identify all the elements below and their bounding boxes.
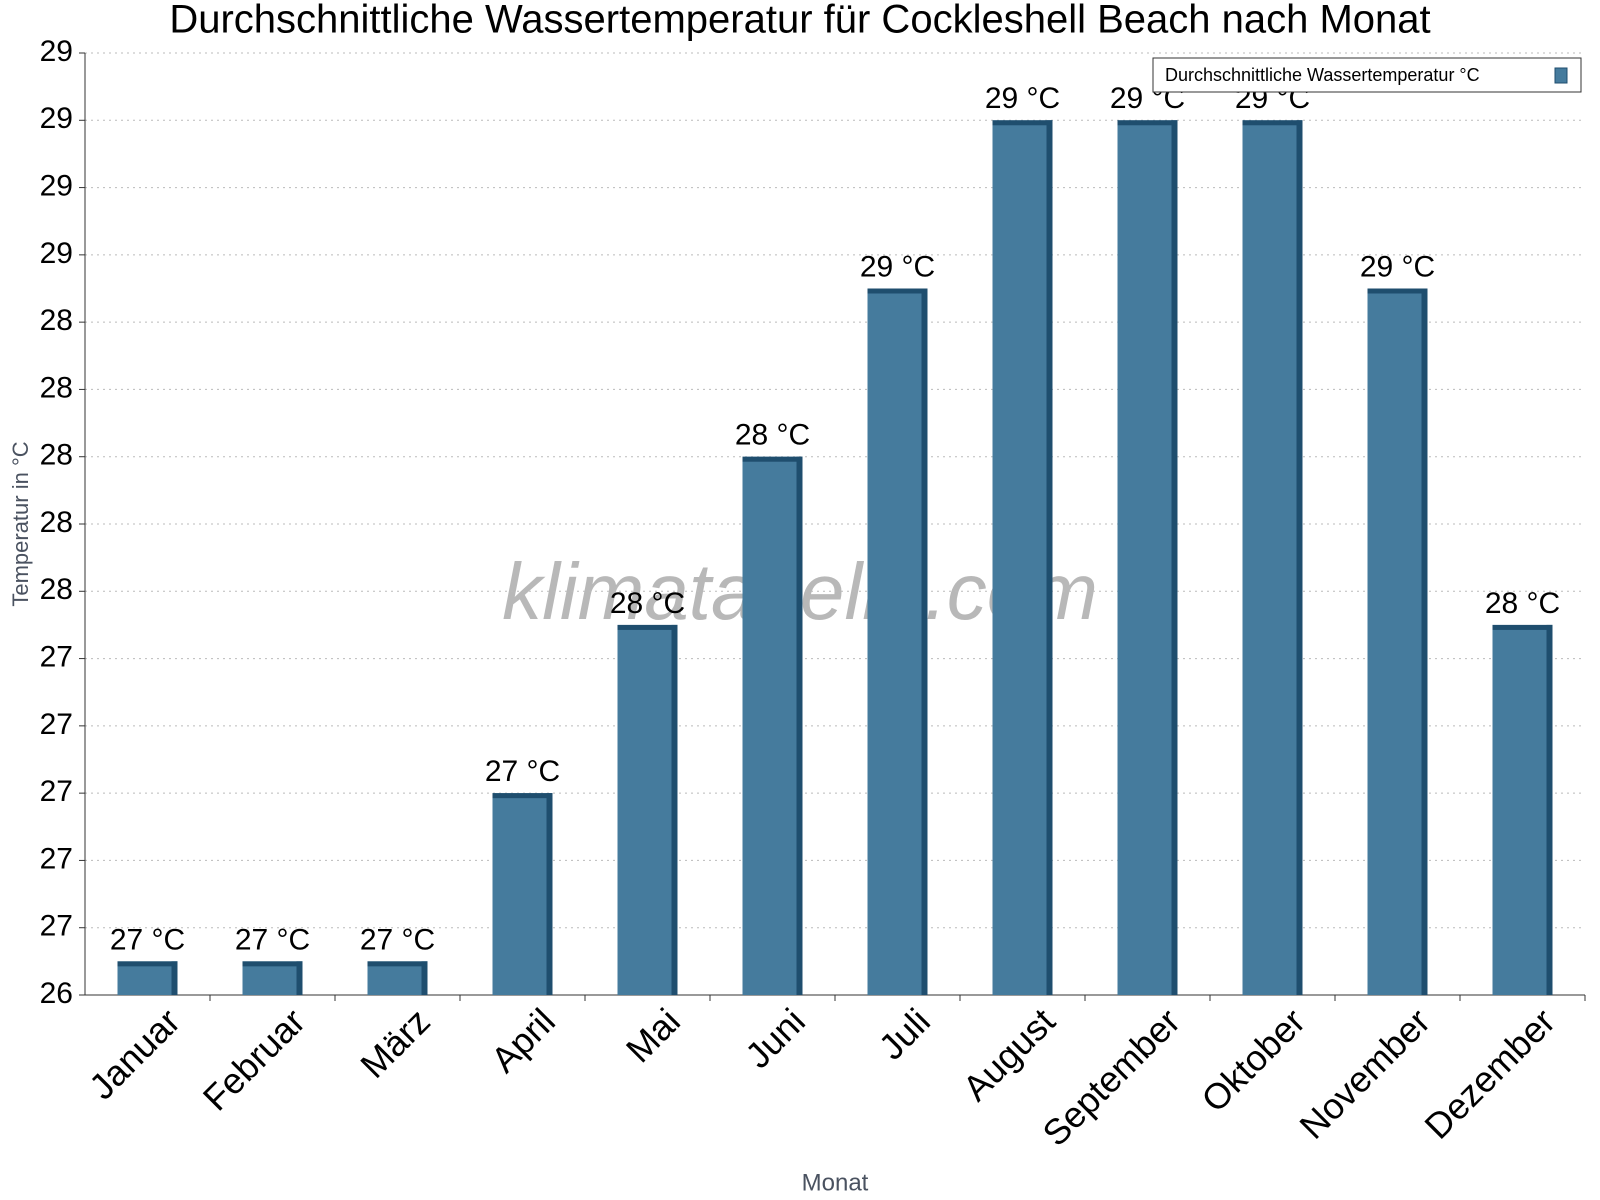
y-axis-label: Temperatur in °C — [8, 441, 33, 606]
y-tick-label: 28 — [40, 371, 73, 404]
bar-side — [296, 961, 303, 995]
bar-side — [1296, 120, 1303, 996]
data-label: 28 °C — [610, 587, 685, 620]
bar-top — [1492, 624, 1553, 630]
bar — [867, 288, 928, 995]
bar — [1117, 120, 1178, 996]
bar — [1367, 288, 1428, 995]
bar — [1492, 624, 1553, 995]
bar-side — [1421, 288, 1428, 995]
bar-side — [921, 288, 928, 995]
data-label: 27 °C — [485, 755, 560, 788]
bar-side — [1546, 624, 1553, 995]
bar — [367, 961, 428, 995]
bar-top — [242, 961, 303, 967]
x-tick-label: Januar — [81, 1000, 188, 1107]
x-tick-label: November — [1291, 1000, 1437, 1146]
data-label: 29 °C — [1360, 250, 1435, 283]
data-label: 27 °C — [360, 923, 435, 956]
bar-top — [1242, 120, 1303, 126]
bar — [117, 961, 178, 995]
bar-top — [367, 961, 428, 967]
x-tick-label: Juli — [871, 1000, 938, 1067]
x-tick-label: Juni — [737, 1000, 813, 1076]
bar-side — [1171, 120, 1178, 996]
y-tick-label: 26 — [40, 977, 73, 1010]
data-label: 27 °C — [235, 923, 310, 956]
bar-top — [992, 120, 1053, 126]
bar-top — [492, 793, 553, 799]
bar — [492, 793, 553, 995]
x-tick-label: Mai — [618, 1000, 688, 1070]
x-tick-label: September — [1034, 1000, 1188, 1154]
bar-top — [117, 961, 178, 967]
y-tick-label: 28 — [40, 439, 73, 472]
y-tick-label: 27 — [40, 842, 73, 875]
bar — [617, 624, 678, 995]
legend: Durchschnittliche Wassertemperatur °C — [1152, 57, 1582, 93]
y-tick-label: 27 — [40, 910, 73, 943]
y-tick-label: 27 — [40, 708, 73, 741]
data-label: 29 °C — [985, 82, 1060, 115]
legend-swatch — [1554, 67, 1568, 84]
bar-top — [617, 624, 678, 630]
bar-side — [421, 961, 428, 995]
bar — [742, 456, 803, 995]
bar-top — [1367, 288, 1428, 294]
y-tick-label: 27 — [40, 640, 73, 673]
bar-top — [742, 456, 803, 462]
bar-top — [867, 288, 928, 294]
legend-box — [1152, 57, 1582, 93]
chart-title: Durchschnittliche Wassertemperatur für C… — [169, 0, 1430, 42]
bar-side — [671, 624, 678, 995]
bar-side — [546, 793, 553, 995]
y-tick-label: 29 — [40, 102, 73, 135]
bar — [242, 961, 303, 995]
x-tick-label: März — [352, 1000, 438, 1086]
bar-top — [1117, 120, 1178, 126]
y-tick-label: 28 — [40, 304, 73, 337]
data-label: 29 °C — [860, 250, 935, 283]
data-label: 27 °C — [110, 923, 185, 956]
bar — [992, 120, 1053, 996]
bar — [1242, 120, 1303, 996]
x-tick-label: Oktober — [1193, 1000, 1313, 1120]
x-tick-label: Dezember — [1416, 1000, 1562, 1146]
data-label: 28 °C — [735, 419, 810, 452]
x-tick-label: April — [483, 1000, 563, 1080]
y-tick-label: 29 — [40, 169, 73, 202]
y-tick-label: 28 — [40, 506, 73, 539]
y-tick-label: 27 — [40, 775, 73, 808]
data-label: 28 °C — [1485, 587, 1560, 620]
legend-label: Durchschnittliche Wassertemperatur °C — [1165, 65, 1480, 85]
bar-side — [171, 961, 178, 995]
x-tick-label: Februar — [195, 1000, 313, 1118]
x-axis-label: Monat — [802, 1169, 869, 1196]
y-tick-label: 29 — [40, 35, 73, 68]
bar-side — [796, 456, 803, 995]
x-tick-label: August — [955, 1000, 1063, 1108]
y-tick-label: 29 — [40, 237, 73, 270]
y-tick-label: 28 — [40, 573, 73, 606]
bar-side — [1046, 120, 1053, 996]
